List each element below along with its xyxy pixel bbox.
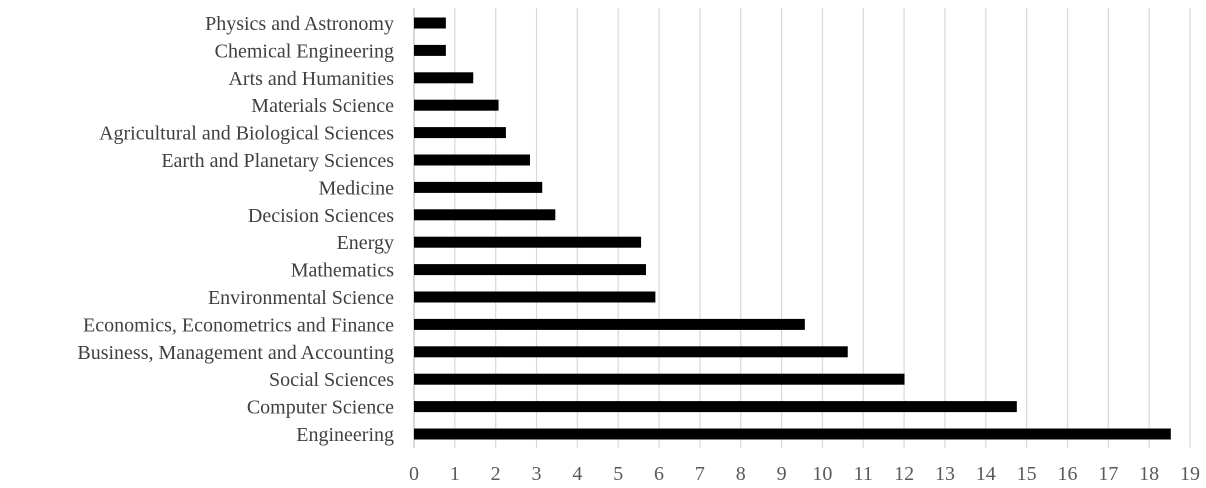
x-tick-label-7: 7 bbox=[695, 463, 705, 485]
x-tick-label-15: 15 bbox=[1017, 463, 1037, 485]
x-tick-label-6: 6 bbox=[654, 463, 664, 485]
category-label-social-sciences: Social Sciences bbox=[269, 369, 394, 391]
bar-engineering bbox=[414, 428, 1171, 440]
category-label-environmental-science: Environmental Science bbox=[208, 287, 394, 309]
bar-energy bbox=[414, 236, 642, 248]
category-label-decision-sciences: Decision Sciences bbox=[248, 205, 394, 227]
bar-mathematics bbox=[414, 264, 646, 276]
x-tick-label-1: 1 bbox=[450, 463, 460, 485]
category-label-medicine: Medicine bbox=[318, 177, 394, 199]
x-tick-label-19: 19 bbox=[1180, 463, 1200, 485]
x-tick-label-16: 16 bbox=[1057, 463, 1077, 485]
category-label-physics-and-astronomy: Physics and Astronomy bbox=[205, 13, 394, 35]
bar-chemical-engineering bbox=[414, 44, 446, 56]
bars bbox=[414, 17, 1171, 440]
bar-medicine bbox=[414, 181, 543, 193]
bar-social-sciences bbox=[414, 373, 905, 385]
category-label-energy: Energy bbox=[337, 232, 394, 254]
x-tick-label-0: 0 bbox=[409, 463, 419, 485]
bar-materials-science bbox=[414, 99, 499, 111]
x-tick-label-10: 10 bbox=[812, 463, 832, 485]
bar-decision-sciences bbox=[414, 209, 556, 221]
category-label-business-management-and-accounting: Business, Management and Accounting bbox=[77, 342, 394, 364]
bar-agricultural-and-biological-sciences bbox=[414, 127, 506, 139]
category-label-computer-science: Computer Science bbox=[247, 397, 394, 419]
category-label-arts-and-humanities: Arts and Humanities bbox=[228, 68, 394, 90]
category-label-mathematics: Mathematics bbox=[291, 260, 395, 282]
bar-arts-and-humanities bbox=[414, 72, 474, 84]
category-label-economics-econometrics-and-finance: Economics, Econometrics and Finance bbox=[83, 314, 394, 336]
bar-physics-and-astronomy bbox=[414, 17, 446, 29]
bar-business-management-and-accounting bbox=[414, 346, 848, 358]
category-label-chemical-engineering: Chemical Engineering bbox=[215, 40, 394, 62]
category-label-agricultural-and-biological-sciences: Agricultural and Biological Sciences bbox=[99, 123, 394, 145]
x-tick-label-14: 14 bbox=[976, 463, 996, 485]
x-tick-label-13: 13 bbox=[935, 463, 955, 485]
x-tick-label-8: 8 bbox=[736, 463, 746, 485]
category-labels: Physics and Astronomy Chemical Engineerin… bbox=[77, 13, 394, 446]
category-label-earth-and-planetary-sciences: Earth and Planetary Sciences bbox=[161, 150, 394, 172]
bar-environmental-science bbox=[414, 291, 656, 303]
bar-economics-econometrics-and-finance bbox=[414, 318, 805, 330]
x-tick-label-12: 12 bbox=[894, 463, 914, 485]
x-tick-label-4: 4 bbox=[572, 463, 582, 485]
x-tick-label-9: 9 bbox=[777, 463, 787, 485]
x-tick-label-17: 17 bbox=[1098, 463, 1118, 485]
x-tick-label-5: 5 bbox=[613, 463, 623, 485]
x-tick-label-3: 3 bbox=[532, 463, 542, 485]
x-tick-labels: 0 1 2 3 4 5 6 7 8 9 10 11 12 13 14 15 16 17 18 19 bbox=[409, 463, 1200, 485]
bar-earth-and-planetary-sciences bbox=[414, 154, 530, 166]
x-tick-label-11: 11 bbox=[854, 463, 873, 485]
category-label-materials-science: Materials Science bbox=[251, 95, 394, 117]
bar-computer-science bbox=[414, 401, 1017, 413]
x-tick-label-2: 2 bbox=[491, 463, 501, 485]
category-label-engineering: Engineering bbox=[296, 424, 394, 446]
x-tick-label-18: 18 bbox=[1139, 463, 1159, 485]
